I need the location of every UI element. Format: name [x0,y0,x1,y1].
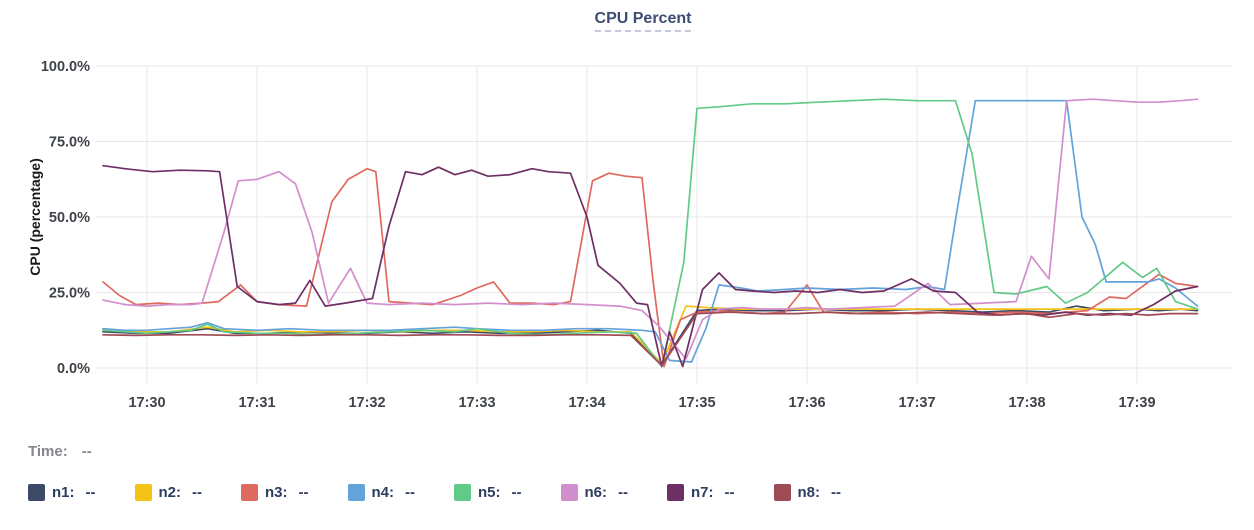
legend-value-n4: -- [405,484,415,501]
series-line-n3 [102,167,1199,368]
x-tick-label-17:33: 17:33 [458,395,495,411]
x-tick-label-17:32: 17:32 [348,395,385,411]
legend-swatch-n8 [773,484,791,501]
legend-item-n8[interactable]: n8: -- [773,484,841,501]
y-tick-label-100: 100.0% [41,59,90,75]
series-line-n5 [102,98,1199,368]
legend-label-n7: n7: [691,484,714,501]
legend-value-n2: -- [192,484,202,501]
legend-value-n1: -- [85,484,96,501]
legend-swatch-n7 [667,484,684,501]
x-tick-label-17:31: 17:31 [238,395,275,411]
legend-value-n5: -- [511,484,522,501]
legend-value-n6: -- [618,484,628,501]
y-tick-label-25: 25.0% [49,286,90,302]
legend-swatch-n1 [28,484,45,501]
legend-item-n1[interactable]: n1: -- [28,484,96,501]
x-tick-label-17:38: 17:38 [1008,395,1045,411]
x-tick-label-17:36: 17:36 [788,395,825,411]
legend-item-n5[interactable]: n5: -- [454,484,522,501]
legend-label-n6: n6: [584,484,608,501]
chart-title[interactable]: CPU Percent [594,10,692,32]
y-tick-label-0: 0.0% [57,361,90,377]
legend-value-n7: -- [724,484,735,501]
x-tick-label-17:34: 17:34 [568,395,605,411]
legend-swatch-n6 [560,484,578,501]
x-tick-label-17:35: 17:35 [678,395,715,411]
legend-label-n1: n1: [52,484,75,501]
legend-swatch-n3 [241,484,258,501]
time-readout-value: -- [81,443,92,460]
chart-legend: n1: -- n2: -- n3: -- n4: -- n5: -- n6: -- n7: -- n8: -- [28,484,880,501]
legend-label-n5: n5: [478,484,501,501]
legend-item-n6[interactable]: n6: -- [560,484,628,501]
x-tick-label-17:37: 17:37 [898,395,935,411]
time-readout: Time: -- [28,443,92,460]
legend-item-n7[interactable]: n7: -- [667,484,735,501]
legend-item-n3[interactable]: n3: -- [241,484,309,501]
legend-label-n3: n3: [265,484,288,501]
series-line-n4 [102,99,1199,363]
y-tick-label-50: 50.0% [49,210,90,226]
legend-value-n3: -- [298,484,309,501]
series-line-n8 [102,311,1199,367]
time-readout-label: Time: [28,443,68,460]
legend-label-n4: n4: [371,484,395,501]
cpu-percent-line-chart: 0.0% 25.0% 50.0% 75.0% 100.0% 17:30 17:31 17:32… [27,59,1232,411]
x-tick-label-17:30: 17:30 [128,395,165,411]
y-tick-label-75: 75.0% [49,135,90,151]
legend-swatch-n5 [454,484,471,501]
legend-value-n8: -- [831,484,841,501]
legend-label-n2: n2: [158,484,182,501]
legend-swatch-n2 [134,484,152,501]
legend-item-n4[interactable]: n4: -- [347,484,415,501]
x-tick-label-17:39: 17:39 [1118,395,1155,411]
chart-title-row: CPU Percent [0,10,1254,32]
legend-label-n8: n8: [797,484,821,501]
legend-swatch-n4 [347,484,365,501]
legend-item-n2[interactable]: n2: -- [134,484,202,501]
series-line-n7 [102,164,1199,368]
y-axis-title: CPU (percentage) [27,158,43,275]
